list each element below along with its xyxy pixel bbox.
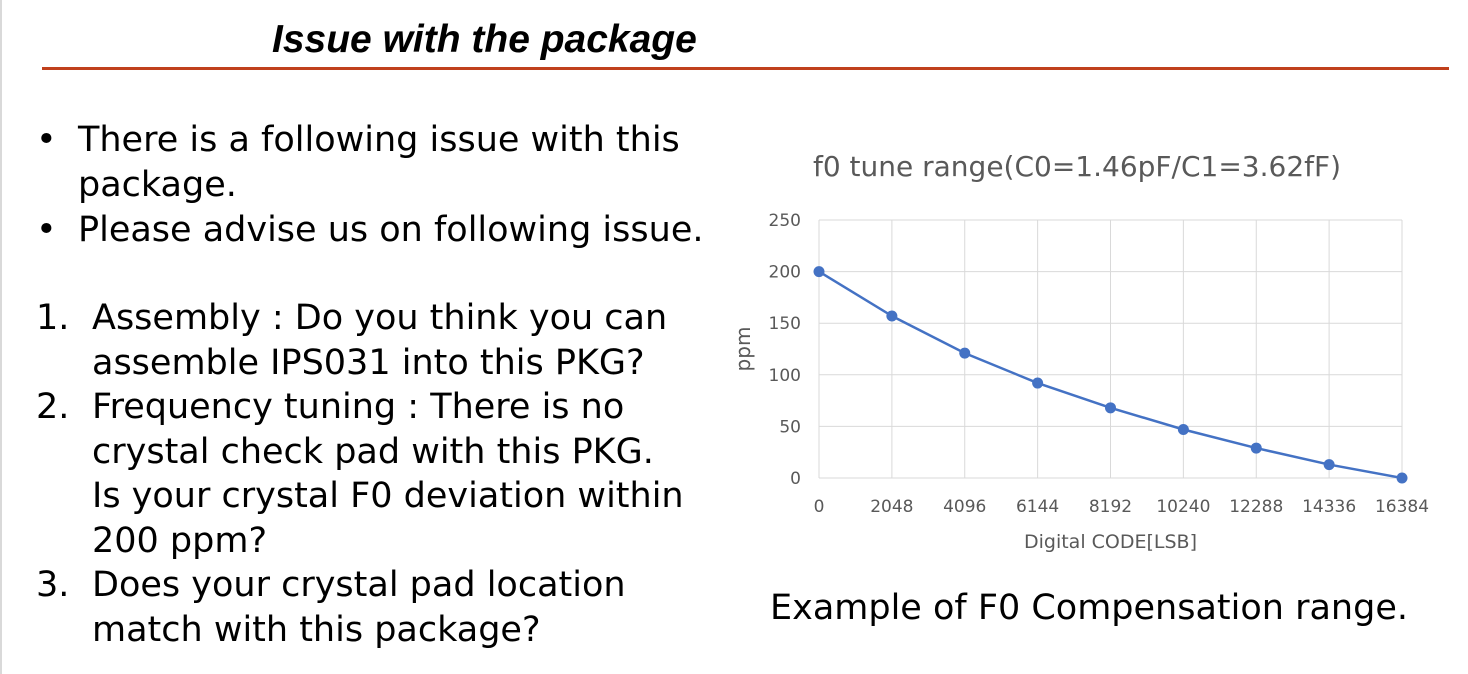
question-item-line: Is your crystal F0 deviation within [92,476,684,516]
x-tick-label: 6144 [1016,497,1059,517]
data-point [1032,377,1044,389]
question-item-line: crystal check pad with this PKG. [92,431,654,472]
question-item-line: assemble IPS031 into this PKG? [92,342,645,383]
y-axis-label: ppm [731,327,755,372]
x-tick-label: 14336 [1302,497,1356,517]
y-tick-label: 150 [769,314,801,334]
question-item-line: Frequency tuning : There is no [92,387,625,427]
title-underline [42,67,1449,70]
y-tick-label: 200 [769,263,801,283]
bullet-item-marker: • [36,120,57,160]
question-item-line: 200 ppm? [92,520,268,561]
f0-tune-range-chart: 0 50 100 150 200 250 0 2048 4096 6144 8192 10240 122… [731,211,1429,553]
data-point [1396,472,1408,484]
bullet-item-line: package. [78,165,237,205]
x-tick-label: 0 [814,497,825,517]
question-item-1: 1. Assembly : Do you think you can assembl… [36,296,684,385]
data-point [959,347,971,359]
y-tick-label: 0 [790,469,801,489]
data-point [1323,459,1335,471]
chart-title: f0 tune range(C0=1.46pF/C1=3.62fF) [812,150,1342,183]
slide-left-border [0,0,2,674]
y-tick-label: 100 [769,366,801,386]
question-item-3: 3. Does your crystal pad location match wi… [36,563,684,652]
x-tick-label: 2048 [870,497,913,517]
question-item-line: Assembly : Do you think you can [92,298,668,338]
chart-caption: Example of F0 Compensation range. [770,588,1408,628]
y-tick-label: 250 [769,211,801,231]
bullet-item-marker: • [36,210,57,250]
data-point [1105,402,1116,414]
bullet-item-1: • There is a following issue with this pac… [36,118,703,208]
x-tick-label: 16384 [1375,497,1429,517]
question-item-marker: 3. [36,565,70,605]
x-tick-label: 12288 [1229,497,1283,517]
question-item-2: 2. Frequency tuning : There is no crystal … [36,385,684,563]
x-tick-label: 10240 [1156,497,1210,517]
bullet-list: • There is a following issue with this pac… [36,118,703,253]
data-point [1177,423,1189,435]
question-list: 1. Assembly : Do you think you can assembl… [36,296,684,652]
bullet-item-line: Please advise us on following issue. [78,210,704,250]
data-point [813,266,825,278]
bullet-item-line: There is a following issue with this [78,120,680,160]
x-tick-label: 8192 [1089,497,1132,517]
x-axis-label: Digital CODE[LSB] [1024,531,1197,553]
slide-title: Issue with the package [272,18,697,61]
question-item-line: match with this package? [92,609,541,650]
question-item-marker: 1. [36,298,70,338]
x-tick-label: 4096 [943,497,986,517]
data-point [886,310,898,322]
bullet-item-2: • Please advise us on following issue. [36,208,703,253]
question-item-line: Does your crystal pad location [92,565,626,605]
y-tick-label: 50 [779,417,801,437]
question-item-marker: 2. [36,387,70,427]
data-point [1250,442,1262,454]
